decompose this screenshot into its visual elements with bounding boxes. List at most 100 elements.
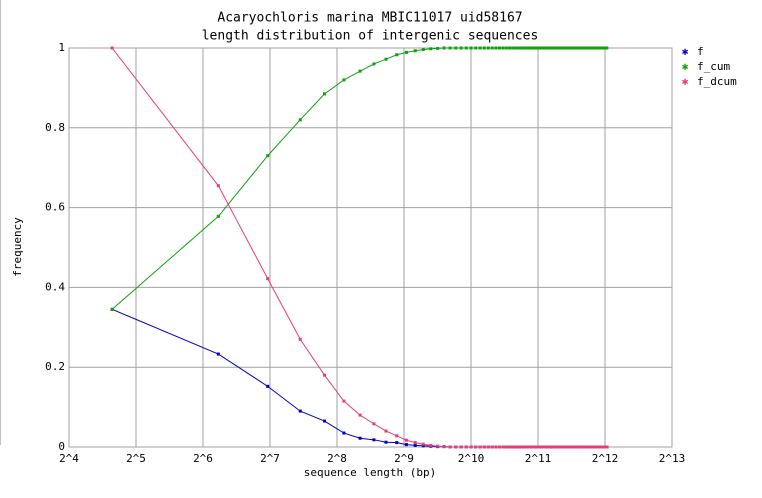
- data-point: [550, 445, 554, 449]
- data-point: [542, 46, 546, 50]
- data-point: [574, 445, 578, 449]
- data-point: [469, 445, 473, 449]
- data-point: [548, 46, 552, 50]
- x-tick-label: 2^7: [260, 452, 280, 465]
- data-point: [474, 46, 478, 50]
- data-point: [570, 46, 574, 50]
- data-point: [298, 337, 302, 341]
- data-point: [578, 445, 582, 449]
- data-point: [501, 46, 505, 50]
- legend-label: f: [697, 45, 704, 58]
- data-point: [552, 46, 556, 50]
- data-point: [542, 445, 546, 449]
- data-point: [522, 46, 526, 50]
- data-point: [537, 46, 541, 50]
- x-tick-label: 2^6: [193, 452, 213, 465]
- legend-marker: ✱: [682, 60, 689, 73]
- data-point: [216, 352, 220, 356]
- data-point: [404, 443, 408, 447]
- data-point: [298, 409, 302, 413]
- data-point: [564, 46, 568, 50]
- data-point: [459, 445, 463, 449]
- data-point: [494, 445, 498, 449]
- data-point: [575, 46, 579, 50]
- data-point: [540, 445, 544, 449]
- data-point: [448, 46, 452, 50]
- data-point: [550, 46, 554, 50]
- data-point: [464, 46, 468, 50]
- x-axis-label: sequence length (bp): [304, 466, 436, 479]
- data-point: [574, 46, 578, 50]
- x-tick-label: 2^9: [394, 452, 414, 465]
- data-point: [564, 445, 568, 449]
- data-point: [511, 46, 515, 50]
- data-point: [554, 445, 558, 449]
- data-point: [552, 445, 556, 449]
- data-point: [442, 46, 446, 50]
- data-point: [544, 46, 548, 50]
- data-point: [216, 184, 220, 188]
- data-point: [454, 46, 458, 50]
- y-tick-label: 0: [58, 440, 65, 453]
- data-point: [469, 46, 473, 50]
- data-point: [514, 46, 518, 50]
- data-point: [413, 441, 417, 445]
- data-point: [575, 445, 579, 449]
- y-axis-label: frequency: [11, 217, 24, 277]
- data-point: [478, 445, 482, 449]
- legend-marker: ✱: [682, 45, 689, 58]
- data-point: [436, 46, 440, 50]
- y-tick-label: 0.2: [45, 360, 65, 373]
- data-point: [569, 445, 573, 449]
- data-point: [110, 307, 114, 311]
- data-point: [323, 373, 327, 377]
- data-point: [570, 445, 574, 449]
- data-point: [556, 46, 560, 50]
- data-point: [519, 46, 523, 50]
- data-point: [558, 445, 562, 449]
- data-point: [567, 46, 571, 50]
- data-point: [514, 445, 518, 449]
- data-point: [519, 445, 523, 449]
- data-point: [497, 445, 501, 449]
- data-point: [413, 443, 417, 447]
- data-point: [342, 399, 346, 403]
- data-point: [486, 46, 490, 50]
- data-point: [497, 46, 501, 50]
- data-point: [429, 443, 433, 447]
- x-tick-label: 2^13: [659, 452, 686, 465]
- x-tick-label: 2^10: [458, 452, 485, 465]
- data-point: [298, 118, 302, 122]
- data-point: [323, 92, 327, 96]
- data-point: [517, 46, 521, 50]
- data-point: [537, 445, 541, 449]
- data-point: [395, 434, 399, 438]
- data-point: [532, 46, 536, 50]
- data-point: [567, 445, 571, 449]
- data-point: [372, 438, 376, 442]
- data-point: [358, 69, 362, 73]
- data-point: [358, 436, 362, 440]
- data-point: [421, 48, 425, 52]
- data-point: [358, 413, 362, 417]
- data-point: [507, 46, 511, 50]
- data-point: [384, 429, 388, 433]
- data-point: [429, 47, 433, 51]
- data-point: [530, 46, 534, 50]
- data-point: [522, 445, 526, 449]
- data-point: [565, 445, 569, 449]
- data-point: [474, 445, 478, 449]
- data-point: [372, 62, 376, 66]
- data-point: [372, 422, 376, 426]
- data-point: [266, 277, 270, 281]
- series-line: [111, 308, 607, 448]
- data-point: [525, 445, 529, 449]
- data-point: [548, 445, 552, 449]
- data-point: [560, 445, 564, 449]
- chart-subtitle: length distribution of intergenic sequen…: [202, 29, 539, 44]
- data-point: [384, 440, 388, 444]
- data-point: [507, 445, 511, 449]
- data-point: [527, 445, 531, 449]
- data-point: [266, 154, 270, 158]
- data-point: [490, 445, 494, 449]
